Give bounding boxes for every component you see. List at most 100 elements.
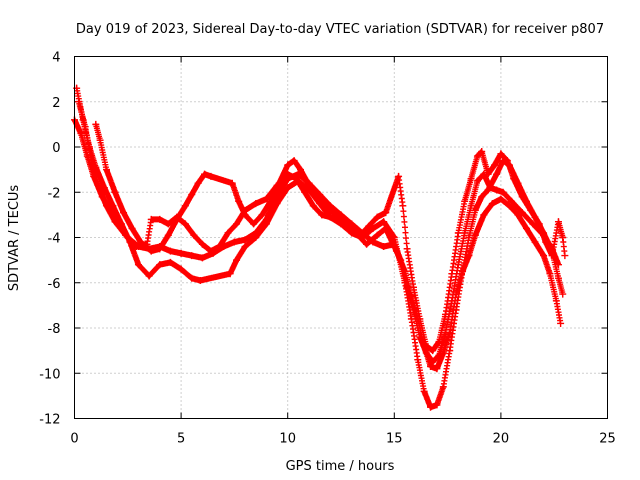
data-point — [258, 211, 266, 219]
data-point — [373, 231, 381, 239]
data-point — [439, 349, 447, 357]
data-point — [316, 195, 324, 203]
data-point — [452, 290, 460, 298]
data-point — [337, 215, 345, 223]
data-point — [188, 274, 196, 282]
data-point — [518, 193, 526, 201]
data-point — [546, 270, 554, 278]
data-point — [497, 195, 505, 203]
data-point — [493, 170, 501, 178]
data-point — [194, 179, 202, 187]
data-point — [465, 234, 473, 241]
data-point — [177, 249, 185, 257]
data-point — [109, 202, 117, 210]
data-point — [365, 222, 373, 230]
data-point — [433, 401, 441, 409]
data-point — [403, 245, 411, 253]
data-point — [81, 123, 89, 131]
data-point — [448, 270, 456, 278]
data-point — [454, 229, 462, 237]
data-point — [420, 387, 428, 395]
data-point — [94, 181, 102, 189]
data-point — [284, 184, 292, 192]
data-point — [262, 220, 270, 228]
grid-lines — [74, 56, 608, 419]
data-point — [309, 202, 317, 210]
series-markers — [75, 98, 564, 372]
data-point — [318, 211, 326, 219]
data-point — [164, 220, 172, 228]
y-tick-label: 0 — [52, 141, 60, 156]
data-point — [275, 179, 283, 187]
data-point — [542, 238, 550, 246]
data-point — [111, 218, 119, 226]
series-arc-4 — [92, 120, 569, 355]
x-tick-labels: 0 5 10 15 20 25 — [70, 432, 615, 447]
data-point — [382, 224, 390, 232]
data-point — [198, 254, 206, 262]
x-axis-label: GPS time / hours — [286, 459, 395, 474]
data-point — [465, 252, 473, 260]
data-point — [454, 261, 462, 269]
data-point — [535, 220, 543, 228]
data-point — [241, 243, 249, 251]
data-point — [177, 265, 185, 273]
data-point — [561, 252, 569, 260]
data-point — [461, 197, 469, 205]
data-point — [284, 161, 292, 169]
y-tick-label: -2 — [48, 186, 61, 201]
data-point — [250, 220, 258, 228]
data-point — [473, 152, 481, 160]
x-tick-label: 5 — [177, 432, 185, 447]
series-arc-3 — [75, 98, 565, 373]
data-point — [137, 238, 145, 246]
data-point — [395, 172, 403, 180]
y-tick-label: -8 — [48, 322, 61, 337]
data-point — [510, 175, 518, 183]
data-point — [435, 338, 443, 346]
x-tick-label: 0 — [70, 432, 78, 447]
y-tick-label: -12 — [39, 413, 60, 428]
y-tick-label: 2 — [52, 96, 60, 111]
data-point — [499, 188, 507, 196]
data-point — [181, 220, 189, 228]
data-point — [557, 319, 565, 327]
data-point — [100, 184, 108, 192]
data-point — [166, 258, 174, 266]
data-point — [493, 186, 501, 194]
data-point — [527, 206, 535, 214]
data-point — [132, 243, 140, 251]
data-point — [224, 229, 232, 237]
data-point — [439, 383, 447, 391]
data-point — [96, 136, 104, 144]
data-point — [102, 202, 110, 210]
data-point — [392, 247, 400, 255]
x-tick-label: 20 — [493, 432, 510, 447]
data-point — [491, 161, 499, 169]
axis-ticks — [74, 56, 608, 419]
data-point — [380, 218, 388, 226]
data-point — [484, 170, 492, 178]
data-point — [156, 245, 164, 253]
data-point — [348, 222, 356, 230]
data-point — [290, 157, 298, 165]
data-point — [198, 240, 206, 248]
data-point — [267, 197, 275, 205]
data-point — [441, 310, 449, 318]
data-point — [369, 224, 377, 232]
data-point — [241, 236, 249, 244]
data-point — [201, 170, 209, 178]
data-point — [471, 231, 479, 239]
data-point — [207, 247, 215, 255]
data-point — [111, 188, 119, 196]
data-point — [471, 206, 479, 214]
data-point — [467, 202, 475, 210]
data-point — [230, 238, 238, 246]
data-point — [373, 213, 381, 221]
data-point — [459, 267, 467, 275]
data-point — [363, 240, 371, 248]
data-point — [147, 215, 155, 223]
data-point — [508, 197, 516, 205]
x-tick-label: 10 — [279, 432, 296, 447]
